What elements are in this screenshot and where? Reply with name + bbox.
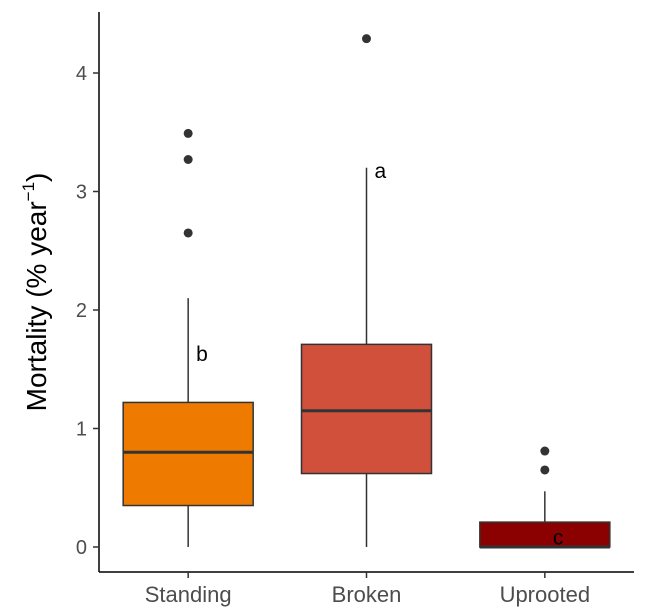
y-tick-label: 0 [76, 537, 87, 559]
box-iqr [122, 401, 254, 507]
y-tick-label: 1 [76, 419, 87, 441]
box-iqr [479, 521, 611, 548]
outlier-point [183, 228, 193, 238]
box-iqr [300, 343, 433, 475]
y-axis-title-superscript: −1 [19, 182, 38, 201]
y-tick-label: 2 [76, 300, 87, 322]
box-group-uprooted: c [479, 446, 611, 549]
y-axis-ticks: 0 1 2 3 4 [76, 63, 99, 559]
outlier-point [183, 128, 193, 138]
y-axis-title-main: Mortality (% year [21, 201, 52, 411]
significance-letter: b [196, 343, 208, 366]
y-axis-title: Mortality (% year−1) [19, 173, 52, 412]
outlier-point [362, 34, 371, 44]
box-group-broken: a [300, 34, 433, 547]
y-tick-label: 4 [76, 63, 87, 85]
significance-letter: c [553, 526, 564, 549]
x-tick-label: Standing [145, 582, 232, 607]
plot-marks: b a c [122, 34, 611, 549]
outlier-point [540, 446, 550, 456]
y-axis-title-close: ) [21, 173, 52, 182]
outlier-point [183, 155, 193, 165]
x-axis-ticks: Standing Broken Uprooted [145, 572, 590, 607]
x-tick-label: Uprooted [500, 582, 591, 607]
box-group-standing: b [122, 128, 254, 547]
outlier-point [540, 465, 550, 475]
significance-letter: a [375, 160, 387, 183]
y-tick-label: 3 [76, 182, 87, 204]
x-tick-label: Broken [332, 582, 402, 607]
